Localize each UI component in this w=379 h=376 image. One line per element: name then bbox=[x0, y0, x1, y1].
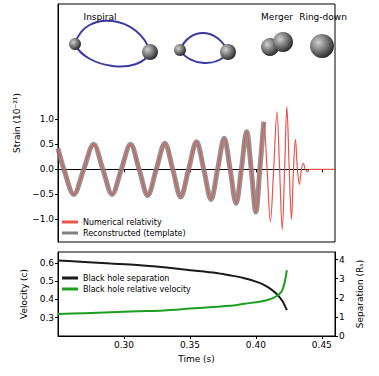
svg-text:Time (s): Time (s) bbox=[177, 354, 215, 364]
svg-text:0.5: 0.5 bbox=[40, 139, 54, 149]
svg-text:0.30: 0.30 bbox=[114, 340, 134, 350]
svg-text:0.4: 0.4 bbox=[40, 294, 55, 304]
svg-text:Merger: Merger bbox=[261, 12, 293, 22]
svg-text:Numerical relativity: Numerical relativity bbox=[83, 218, 162, 227]
svg-text:Strain (10⁻²¹): Strain (10⁻²¹) bbox=[12, 93, 22, 153]
svg-text:4: 4 bbox=[339, 255, 345, 265]
svg-text:Ring-down: Ring-down bbox=[299, 12, 347, 22]
svg-text:0.3: 0.3 bbox=[40, 313, 54, 323]
svg-text:Reconstructed (template): Reconstructed (template) bbox=[83, 229, 186, 238]
svg-text:0.5: 0.5 bbox=[40, 276, 54, 286]
svg-text:0.45: 0.45 bbox=[312, 340, 332, 350]
svg-text:Inspiral: Inspiral bbox=[84, 12, 117, 22]
svg-text:1.0: 1.0 bbox=[40, 114, 55, 124]
svg-text:0.6: 0.6 bbox=[40, 258, 55, 268]
svg-text:3: 3 bbox=[339, 274, 345, 284]
svg-text:−0.5: −0.5 bbox=[32, 189, 54, 199]
svg-text:1: 1 bbox=[339, 312, 345, 322]
svg-text:Separation (Rₛ): Separation (Rₛ) bbox=[355, 260, 365, 328]
svg-text:0.35: 0.35 bbox=[180, 340, 200, 350]
svg-text:Velocity (c): Velocity (c) bbox=[19, 269, 29, 319]
svg-text:2: 2 bbox=[339, 293, 345, 303]
svg-text:Black hole relative velocity: Black hole relative velocity bbox=[83, 285, 191, 294]
svg-text:0.0: 0.0 bbox=[40, 164, 55, 174]
svg-text:Black hole separation: Black hole separation bbox=[83, 274, 169, 283]
svg-text:−1.0: −1.0 bbox=[32, 214, 54, 224]
svg-text:0: 0 bbox=[339, 331, 345, 341]
svg-text:0.40: 0.40 bbox=[246, 340, 266, 350]
